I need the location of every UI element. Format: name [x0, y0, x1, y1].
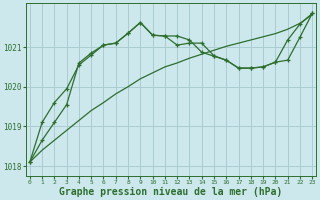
X-axis label: Graphe pression niveau de la mer (hPa): Graphe pression niveau de la mer (hPa) — [60, 186, 283, 197]
